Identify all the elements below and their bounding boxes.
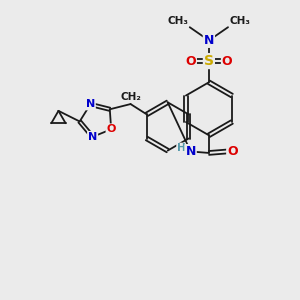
Text: O: O (227, 145, 238, 158)
Text: O: O (106, 124, 116, 134)
Text: S: S (204, 54, 214, 68)
Text: CH₂: CH₂ (120, 92, 141, 102)
Text: N: N (185, 145, 196, 158)
Text: CH₃: CH₃ (167, 16, 188, 26)
Text: H: H (177, 143, 185, 153)
Text: O: O (222, 55, 232, 68)
Text: N: N (88, 132, 97, 142)
Text: N: N (204, 34, 214, 47)
Text: N: N (86, 99, 95, 110)
Text: O: O (185, 55, 196, 68)
Text: CH₃: CH₃ (230, 16, 250, 26)
